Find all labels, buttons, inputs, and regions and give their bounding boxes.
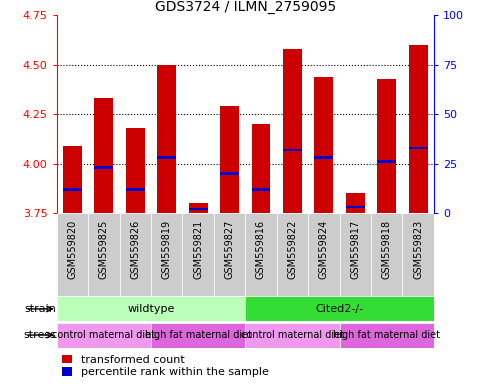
Bar — [119, 213, 151, 296]
Text: stress: stress — [24, 330, 57, 340]
Bar — [245, 296, 434, 321]
Bar — [340, 213, 371, 296]
Bar — [57, 213, 88, 296]
Text: GSM559822: GSM559822 — [287, 220, 297, 279]
Bar — [346, 194, 365, 213]
Text: GSM559827: GSM559827 — [224, 220, 235, 279]
Text: wildtype: wildtype — [127, 304, 175, 314]
Text: GSM559824: GSM559824 — [319, 220, 329, 279]
Text: high fat maternal diet: high fat maternal diet — [333, 330, 440, 340]
Bar — [189, 208, 208, 210]
Bar — [308, 213, 340, 296]
Bar — [402, 213, 434, 296]
Text: GSM559816: GSM559816 — [256, 220, 266, 279]
Bar — [371, 213, 402, 296]
Bar — [245, 213, 277, 296]
Text: strain: strain — [25, 304, 57, 314]
Bar — [57, 296, 245, 321]
Text: control maternal diet: control maternal diet — [241, 330, 344, 340]
Bar — [189, 203, 208, 213]
Bar — [315, 156, 333, 159]
Bar — [251, 188, 270, 191]
Bar — [315, 77, 333, 213]
Bar — [409, 147, 427, 149]
Bar — [182, 213, 214, 296]
Text: GSM559821: GSM559821 — [193, 220, 203, 279]
Bar — [220, 106, 239, 213]
Bar — [377, 161, 396, 163]
Bar — [346, 206, 365, 209]
Text: GSM559825: GSM559825 — [99, 220, 109, 279]
Bar — [409, 45, 427, 213]
Bar — [340, 323, 434, 348]
Bar — [63, 188, 82, 191]
Bar — [157, 156, 176, 159]
Bar — [283, 149, 302, 151]
Text: GSM559819: GSM559819 — [162, 220, 172, 279]
Bar — [63, 146, 82, 213]
Legend: transformed count, percentile rank within the sample: transformed count, percentile rank withi… — [62, 355, 269, 377]
Text: GSM559826: GSM559826 — [130, 220, 141, 279]
Bar — [151, 213, 182, 296]
Bar — [157, 65, 176, 213]
Bar — [151, 323, 245, 348]
Bar — [277, 213, 308, 296]
Text: GSM559820: GSM559820 — [68, 220, 77, 279]
Bar — [94, 166, 113, 169]
Bar — [377, 79, 396, 213]
Title: GDS3724 / ILMN_2759095: GDS3724 / ILMN_2759095 — [155, 0, 336, 14]
Bar — [88, 213, 119, 296]
Bar — [251, 124, 270, 213]
Bar — [245, 323, 340, 348]
Text: control maternal diet: control maternal diet — [52, 330, 155, 340]
Text: GSM559823: GSM559823 — [413, 220, 423, 279]
Bar — [283, 49, 302, 213]
Bar — [57, 323, 151, 348]
Text: high fat maternal diet: high fat maternal diet — [144, 330, 251, 340]
Bar — [126, 188, 145, 191]
Text: GSM559818: GSM559818 — [382, 220, 392, 279]
Bar — [94, 98, 113, 213]
Bar — [214, 213, 246, 296]
Bar — [126, 128, 145, 213]
Text: Cited2-/-: Cited2-/- — [316, 304, 364, 314]
Bar — [220, 172, 239, 175]
Text: GSM559817: GSM559817 — [350, 220, 360, 279]
